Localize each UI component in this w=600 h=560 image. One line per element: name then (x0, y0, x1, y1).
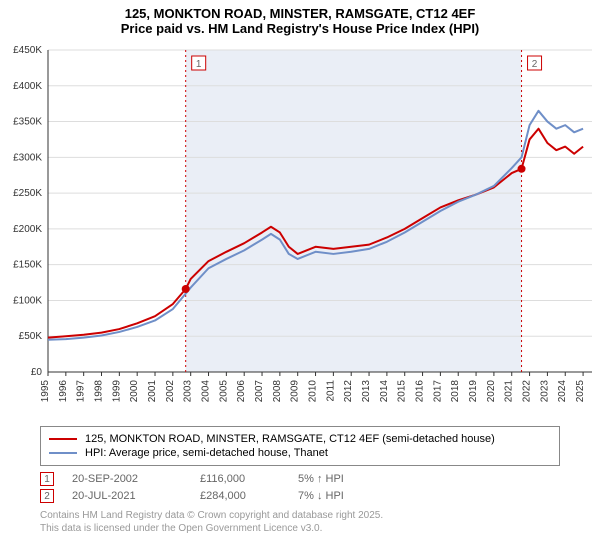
chart-title: 125, MONKTON ROAD, MINSTER, RAMSGATE, CT… (0, 0, 600, 38)
event-date: 20-SEP-2002 (72, 473, 182, 485)
svg-text:£0: £0 (31, 367, 43, 378)
footer-attribution: Contains HM Land Registry data © Crown c… (40, 509, 560, 535)
chart-svg: £0 £50K £100K £150K £200K £250K £300K £350K £400… (0, 42, 600, 422)
svg-text:2025: 2025 (575, 380, 586, 403)
event-row: 1 20-SEP-2002 £116,000 5% ↑ HPI (40, 472, 560, 486)
svg-text:£200K: £200K (13, 224, 42, 235)
svg-text:1995: 1995 (40, 380, 51, 403)
svg-text:2018: 2018 (450, 380, 461, 403)
legend-label: HPI: Average price, semi-detached house,… (85, 447, 328, 459)
legend-swatch (49, 452, 77, 454)
svg-text:£50K: £50K (19, 331, 43, 342)
event-marker: 2 (40, 489, 54, 503)
svg-text:2002: 2002 (165, 380, 176, 403)
svg-text:£350K: £350K (13, 117, 42, 128)
svg-text:2003: 2003 (183, 380, 194, 403)
svg-text:2023: 2023 (539, 380, 550, 403)
svg-text:£450K: £450K (13, 45, 42, 56)
legend-row: 125, MONKTON ROAD, MINSTER, RAMSGATE, CT… (49, 433, 551, 445)
svg-text:2020: 2020 (486, 380, 497, 403)
svg-text:2000: 2000 (129, 380, 140, 403)
events-table: 1 20-SEP-2002 £116,000 5% ↑ HPI 2 20-JUL-2021… (40, 472, 560, 503)
svg-text:2001: 2001 (147, 380, 158, 403)
event-pct: 7% ↓ HPI (298, 490, 388, 502)
event-pct: 5% ↑ HPI (298, 473, 388, 485)
event-marker: 1 (40, 472, 54, 486)
footer-line2: This data is licensed under the Open Gov… (40, 522, 560, 535)
event-row: 2 20-JUL-2021 £284,000 7% ↓ HPI (40, 489, 560, 503)
svg-text:£300K: £300K (13, 152, 42, 163)
svg-text:2022: 2022 (522, 380, 533, 403)
svg-text:2004: 2004 (201, 380, 212, 403)
event-price: £284,000 (200, 490, 280, 502)
svg-text:1999: 1999 (111, 380, 122, 403)
legend-swatch (49, 438, 77, 440)
svg-text:£400K: £400K (13, 81, 42, 92)
svg-text:2016: 2016 (415, 380, 426, 403)
svg-text:2012: 2012 (343, 380, 354, 403)
svg-text:1996: 1996 (58, 380, 69, 403)
footer-line1: Contains HM Land Registry data © Crown c… (40, 509, 560, 522)
svg-text:2009: 2009 (290, 380, 301, 403)
svg-text:2015: 2015 (397, 380, 408, 403)
svg-text:2013: 2013 (361, 380, 372, 403)
title-line2: Price paid vs. HM Land Registry's House … (8, 21, 592, 36)
svg-text:1998: 1998 (94, 380, 105, 403)
chart-plot: £0 £50K £100K £150K £200K £250K £300K £350K £400… (0, 42, 600, 422)
svg-text:2014: 2014 (379, 380, 390, 403)
svg-text:£150K: £150K (13, 260, 42, 271)
svg-text:2008: 2008 (272, 380, 283, 403)
svg-text:2019: 2019 (468, 380, 479, 403)
legend: 125, MONKTON ROAD, MINSTER, RAMSGATE, CT… (40, 426, 560, 466)
svg-text:1997: 1997 (76, 380, 87, 403)
title-line1: 125, MONKTON ROAD, MINSTER, RAMSGATE, CT… (8, 6, 592, 21)
svg-text:£250K: £250K (13, 188, 42, 199)
svg-text:2024: 2024 (557, 380, 568, 403)
svg-text:£100K: £100K (13, 295, 42, 306)
svg-text:2007: 2007 (254, 380, 265, 403)
legend-label: 125, MONKTON ROAD, MINSTER, RAMSGATE, CT… (85, 433, 495, 445)
svg-text:2005: 2005 (218, 380, 229, 403)
svg-text:2021: 2021 (504, 380, 515, 403)
svg-text:2006: 2006 (236, 380, 247, 403)
svg-text:2017: 2017 (432, 380, 443, 403)
event-date: 20-JUL-2021 (72, 490, 182, 502)
event-price: £116,000 (200, 473, 280, 485)
legend-row: HPI: Average price, semi-detached house,… (49, 447, 551, 459)
svg-text:1: 1 (196, 59, 202, 70)
svg-text:2: 2 (532, 59, 538, 70)
svg-text:2011: 2011 (325, 380, 336, 402)
svg-text:2010: 2010 (308, 380, 319, 403)
